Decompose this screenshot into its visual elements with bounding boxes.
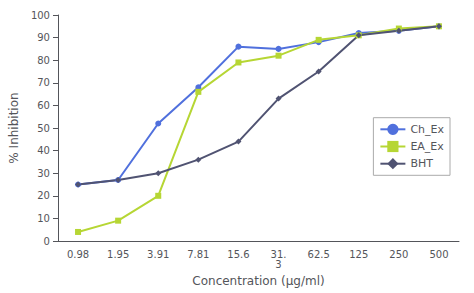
svg-text:7.81: 7.81: [187, 249, 209, 260]
svg-text:50: 50: [37, 123, 50, 134]
svg-text:1.95: 1.95: [107, 249, 129, 260]
svg-text:31.: 31.: [270, 248, 287, 260]
svg-text:80: 80: [37, 55, 50, 66]
svg-text:62.5: 62.5: [308, 249, 330, 260]
svg-text:Concentration (µg/ml): Concentration (µg/ml): [192, 274, 324, 288]
svg-text:90: 90: [37, 32, 50, 43]
svg-text:30: 30: [37, 168, 50, 179]
svg-text:60: 60: [37, 100, 50, 111]
svg-text:EA_Ex: EA_Ex: [410, 140, 444, 153]
svg-text:40: 40: [37, 145, 50, 156]
svg-text:250: 250: [389, 249, 408, 260]
svg-text:3: 3: [275, 259, 281, 270]
svg-text:125: 125: [349, 249, 368, 260]
svg-text:70: 70: [37, 77, 50, 88]
svg-text:% Inhibition: % Inhibition: [7, 92, 21, 163]
svg-text:500: 500: [429, 249, 448, 260]
svg-text:0.98: 0.98: [67, 249, 89, 260]
svg-text:3.91: 3.91: [147, 249, 169, 260]
svg-text:15.6: 15.6: [227, 249, 249, 260]
svg-text:0: 0: [44, 236, 50, 247]
svg-text:10: 10: [37, 213, 50, 224]
svg-text:BHT: BHT: [410, 157, 433, 170]
svg-text:100: 100: [31, 10, 50, 21]
svg-text:Ch_Ex: Ch_Ex: [410, 123, 444, 136]
svg-text:20: 20: [37, 190, 50, 201]
